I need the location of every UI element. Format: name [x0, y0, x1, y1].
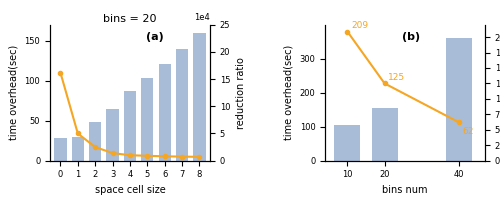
Text: 125: 125 [388, 73, 406, 82]
Bar [106, 109, 118, 161]
Y-axis label: time overhead(sec): time overhead(sec) [9, 45, 19, 140]
Bar [372, 108, 398, 161]
Bar [124, 91, 136, 161]
Title: bins = 20: bins = 20 [103, 14, 156, 24]
Text: 1e4: 1e4 [194, 13, 210, 22]
X-axis label: space cell size: space cell size [94, 185, 166, 195]
Y-axis label: reduction ratio: reduction ratio [236, 57, 246, 129]
Bar [446, 38, 472, 161]
Bar [72, 137, 84, 161]
Bar [89, 122, 102, 161]
Text: (a): (a) [146, 32, 164, 42]
Bar [54, 138, 66, 161]
Bar [142, 78, 154, 161]
Y-axis label: time overhead(sec): time overhead(sec) [284, 45, 294, 140]
Bar [176, 49, 188, 161]
Text: (b): (b) [402, 32, 420, 42]
Bar [334, 125, 360, 161]
Bar [194, 33, 205, 161]
X-axis label: bins num: bins num [382, 185, 428, 195]
Bar [158, 64, 171, 161]
Text: 209: 209 [351, 21, 368, 30]
Text: 62: 62 [462, 127, 474, 136]
